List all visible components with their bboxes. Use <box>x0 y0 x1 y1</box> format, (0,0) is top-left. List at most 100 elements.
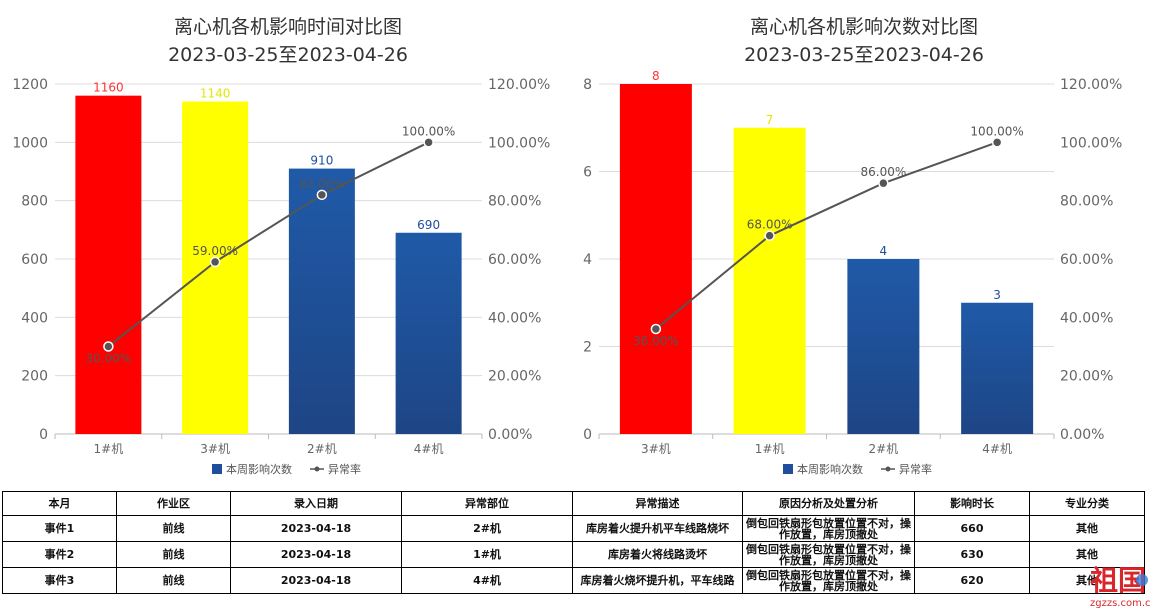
y-tick-label: 2 <box>583 340 592 356</box>
y2-tick-label: 120.00% <box>488 77 550 93</box>
rate-point <box>764 230 775 241</box>
y2-tick-label: 80.00% <box>488 194 541 210</box>
y2-tick-label: 40.00% <box>1060 310 1113 326</box>
cell-part: 1#机 <box>401 541 573 568</box>
legend-bar-label: 本周影响次数 <box>226 462 292 476</box>
cell-part: 2#机 <box>401 515 573 542</box>
cell-date: 2023-04-18 <box>230 541 402 568</box>
cell-category: 其他 <box>1029 515 1145 542</box>
rate-data-label: 36.00% <box>633 334 679 348</box>
y2-tick-label: 0.00% <box>1060 427 1104 443</box>
cell-duration: 620 <box>914 567 1030 594</box>
header-description: 异常描述 <box>572 491 743 516</box>
bar-4#机 <box>395 232 462 434</box>
cell-area: 前线 <box>116 515 231 542</box>
rate-point <box>650 323 662 335</box>
cell-duration: 660 <box>914 515 1030 542</box>
legend-bar-swatch <box>212 464 222 474</box>
y-tick-label: 0 <box>583 427 592 443</box>
category-label: 1#机 <box>94 442 124 456</box>
cell-event: 事件3 <box>2 567 117 594</box>
y-tick-label: 1200 <box>12 77 48 93</box>
rate-line <box>655 141 998 330</box>
rate-point <box>103 341 114 352</box>
cell-event: 事件1 <box>2 515 117 542</box>
cell-analysis: 倒包回铁扇形包放置位置不对，操作放置，库房顶撤处 <box>742 541 915 568</box>
y2-tick-label: 20.00% <box>1060 369 1113 385</box>
chart-title-line1: 离心机各机影响次数对比图 <box>749 16 978 38</box>
rate-data-label: 82.00% <box>299 177 345 191</box>
rate-point <box>878 177 889 189</box>
bar-data-label: 4 <box>880 244 888 258</box>
legend-line-label: 异常率 <box>328 462 361 476</box>
rate-data-label: 100.00% <box>970 124 1023 138</box>
cell-date: 2023-04-18 <box>230 515 402 542</box>
cell-category: 其他 <box>1029 541 1145 568</box>
y-tick-label: 1000 <box>12 135 48 151</box>
y-tick-label: 6 <box>583 165 592 181</box>
table-row: 事件3 前线 2023-04-18 4#机 库房着火烧坏提升机，平车线路 倒包回… <box>2 567 1145 594</box>
cell-area: 前线 <box>116 567 231 594</box>
bar-data-label: 910 <box>310 154 333 168</box>
legend-bar-swatch <box>783 464 793 474</box>
y2-tick-label: 0.00% <box>488 427 532 443</box>
cell-analysis: 倒包回铁扇形包放置位置不对，操作放置，库房顶撤处 <box>742 567 915 594</box>
table-row: 事件2 前线 2023-04-18 1#机 库房着火将线路烫坏 倒包回铁扇形包放… <box>2 541 1145 568</box>
chart-title-line2: 2023-03-25至2023-04-26 <box>168 44 408 66</box>
table-row: 事件1 前线 2023-04-18 2#机 库房着火提升机平车线路烧坏 倒包回铁… <box>2 515 1145 542</box>
rate-data-label: 100.00% <box>402 124 455 138</box>
watermark-logo: 祖国 zgzzs.com.cn <box>1090 564 1150 609</box>
rate-point <box>991 137 1003 148</box>
header-area: 作业区 <box>116 491 231 516</box>
y-tick-label: 0 <box>39 427 48 443</box>
category-label: 3#机 <box>641 442 671 456</box>
bar-data-label: 3 <box>993 288 1001 302</box>
cell-event: 事件2 <box>2 541 117 568</box>
bar-data-label: 1160 <box>93 81 124 95</box>
y-tick-label: 800 <box>21 194 48 210</box>
cell-description: 库房着火烧坏提升机，平车线路 <box>572 567 743 594</box>
header-part: 异常部位 <box>401 491 573 516</box>
cell-area: 前线 <box>116 541 231 568</box>
legend-bar-label: 本周影响次数 <box>797 462 863 476</box>
header-analysis: 原因分析及处置分析 <box>742 491 915 516</box>
chart-title-line2: 2023-03-25至2023-04-26 <box>744 44 984 66</box>
y2-tick-label: 60.00% <box>1060 252 1113 268</box>
chart-svg-time: 1200 1000 800 600 400 200 0 120.00% 100.00% 80.00… <box>12 77 550 476</box>
bar-2#机 <box>288 168 355 435</box>
legend-line-marker <box>885 466 891 472</box>
bar-1#机 <box>75 95 142 435</box>
y-tick-label: 4 <box>583 252 592 268</box>
globe-icon <box>1136 574 1148 586</box>
cell-analysis: 倒包回铁扇形包放置位置不对，操作放置，库房顶撤处 <box>742 515 915 542</box>
cell-part: 4#机 <box>401 567 573 594</box>
bar-2#机 <box>847 259 920 434</box>
cell-date: 2023-04-18 <box>230 567 402 594</box>
category-label: 2#机 <box>307 442 337 456</box>
bar-data-label: 7 <box>766 113 774 127</box>
bar-1#机 <box>733 127 806 434</box>
legend-line-marker <box>314 466 320 472</box>
y2-tick-label: 20.00% <box>488 369 541 385</box>
category-label: 1#机 <box>755 442 785 456</box>
bar-4#机 <box>961 302 1034 434</box>
rate-point <box>209 256 221 268</box>
y-tick-label: 400 <box>21 310 48 326</box>
y-tick-label: 8 <box>583 77 592 93</box>
chart-svg-count: 86420120.00%100.00%80.00%60.00%40.00%20.… <box>583 69 1122 476</box>
y2-tick-label: 100.00% <box>488 135 550 151</box>
bar-3#机 <box>619 84 692 434</box>
y-tick-label: 600 <box>21 252 48 268</box>
header-duration: 影响时长 <box>914 491 1030 516</box>
bar-data-label: 1140 <box>200 87 231 101</box>
bar-data-label: 8 <box>652 69 660 83</box>
header-category: 专业分类 <box>1029 491 1145 516</box>
rate-data-label: 68.00% <box>747 218 793 232</box>
bar-data-label: 690 <box>417 218 440 232</box>
rate-point <box>423 137 434 148</box>
header-month: 本月 <box>2 491 117 516</box>
rate-data-label: 59.00% <box>192 244 238 258</box>
cell-duration: 630 <box>914 541 1030 568</box>
category-label: 3#机 <box>200 442 230 456</box>
